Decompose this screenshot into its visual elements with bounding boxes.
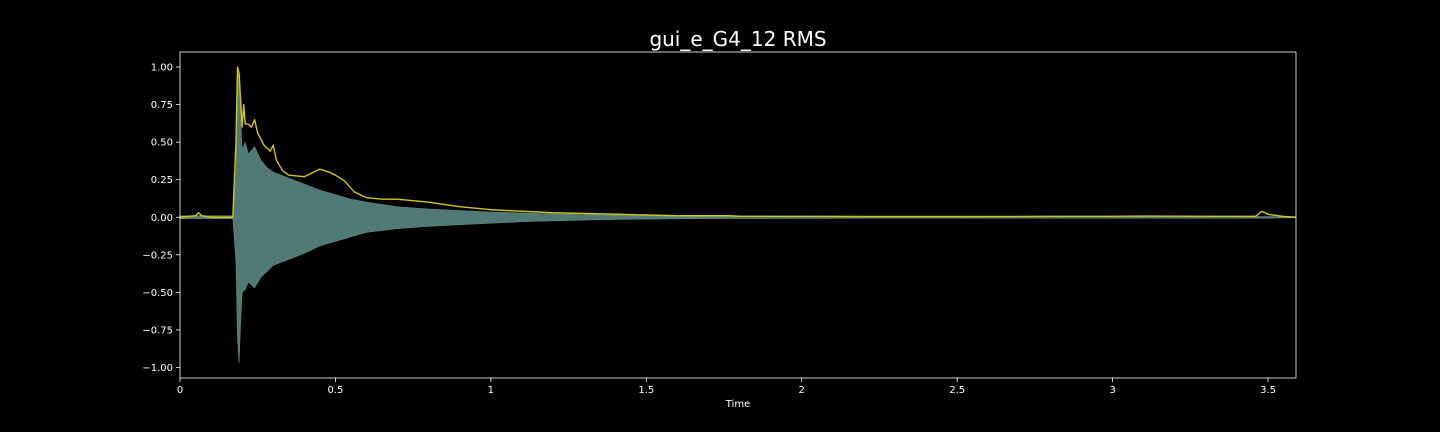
y-tick-label: −0.75 — [142, 325, 173, 336]
x-tick-label: 3.5 — [1260, 385, 1276, 396]
x-axis: 0 0.5 1 1.5 2 2.5 3 3.5 — [177, 378, 1276, 396]
y-tick-label: 0.75 — [151, 100, 173, 111]
y-tick-label: −0.25 — [142, 250, 173, 261]
x-tick-label: 3 — [1109, 385, 1115, 396]
y-tick-label: −1.00 — [142, 363, 173, 374]
y-tick-label: 0.00 — [151, 213, 173, 224]
x-tick-label: 1 — [488, 385, 494, 396]
x-tick-label: 2 — [799, 385, 805, 396]
x-tick-label: 0.5 — [327, 385, 343, 396]
waveform-series — [179, 71, 1297, 363]
rms-series-line — [179, 66, 1297, 218]
x-tick-label: 0 — [177, 385, 183, 396]
y-tick-label: 0.50 — [151, 138, 173, 149]
y-tick-label: −0.50 — [142, 288, 173, 299]
plot-area — [179, 66, 1297, 363]
y-axis: 1.00 0.75 0.50 0.25 0.00 −0.25 −0.50 −0.75 −1.00 — [142, 63, 180, 374]
x-tick-label: 1.5 — [638, 385, 654, 396]
x-tick-label: 2.5 — [949, 385, 965, 396]
plot-frame — [179, 51, 1297, 379]
x-axis-label: Time — [725, 399, 750, 410]
y-tick-label: 0.25 — [151, 175, 173, 186]
chart-title: gui_e_G4_12 RMS — [649, 27, 826, 51]
y-tick-label: 1.00 — [151, 63, 173, 74]
